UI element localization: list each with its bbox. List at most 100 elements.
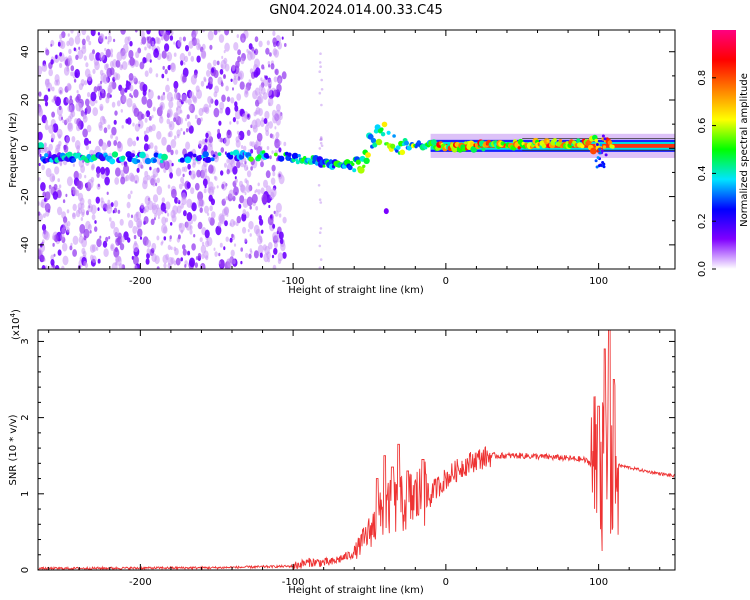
noise-blob	[173, 41, 176, 45]
noise-blob	[258, 84, 263, 92]
ridge-blob	[130, 153, 135, 158]
noise-blob	[146, 52, 152, 62]
noise-blob	[163, 262, 167, 269]
noise-blob	[193, 234, 196, 238]
ridge-blob	[120, 155, 126, 161]
noise-blob	[156, 185, 163, 196]
noise-blob	[226, 158, 230, 164]
noise-blob	[115, 60, 121, 68]
noise-blob	[74, 35, 81, 45]
noise-blob	[81, 211, 85, 217]
ridge-blob	[355, 159, 361, 165]
noise-blob	[206, 236, 213, 247]
noise-blob	[68, 98, 74, 107]
ridge-blob	[601, 134, 605, 138]
noise-blob	[55, 54, 58, 60]
noise-blob	[275, 117, 281, 126]
noise-blob	[52, 235, 55, 240]
noise-blob	[278, 231, 284, 240]
noise-blob	[229, 121, 232, 125]
noise-blob	[260, 119, 265, 128]
noise-blob	[78, 46, 81, 50]
noise-blob	[190, 219, 193, 224]
noise-blob	[219, 107, 223, 114]
ridge-blob	[395, 149, 399, 153]
noise-blob	[216, 132, 222, 140]
noise-blob	[174, 135, 177, 140]
noise-blob	[276, 83, 282, 93]
noise-blob	[113, 140, 118, 146]
noise-blob	[238, 134, 241, 139]
noise-blob	[271, 254, 275, 259]
noise-blob	[139, 161, 143, 167]
ridge-blob	[291, 152, 299, 160]
ridge-blob	[179, 157, 186, 163]
noise-blob	[169, 123, 172, 128]
noise-blob	[67, 122, 74, 132]
noise-blob	[255, 206, 259, 211]
noise-blob	[213, 175, 217, 180]
noise-blob	[207, 62, 212, 70]
noise-blob	[187, 250, 191, 256]
noise-blob	[120, 87, 125, 96]
noise-blob	[65, 193, 68, 198]
noise-blob	[274, 68, 279, 76]
noise-blob	[70, 71, 74, 77]
noise-blob	[115, 73, 121, 81]
noise-blob	[224, 30, 230, 36]
noise-blob	[113, 200, 119, 208]
x-tick-label: -100	[282, 577, 305, 588]
x-tick-label: 100	[589, 577, 608, 588]
noise-blob	[177, 40, 182, 48]
noise-blob	[196, 169, 202, 178]
noise-blob	[95, 196, 101, 204]
noise-blob	[194, 114, 198, 120]
noise-blob	[74, 68, 80, 79]
noise-blob	[233, 186, 239, 196]
noise-blob	[265, 47, 270, 55]
noise-blob	[261, 117, 265, 122]
noise-blob	[109, 67, 115, 76]
noise-blob	[78, 207, 82, 214]
noise-blob	[161, 216, 167, 225]
noise-blob	[266, 251, 271, 259]
ridge-blob	[230, 151, 234, 155]
noise-blob	[133, 264, 138, 269]
noise-blob	[74, 140, 81, 150]
noise-blob	[55, 144, 61, 153]
noise-blob	[152, 194, 159, 203]
noise-blob	[271, 150, 274, 155]
noise-blob	[160, 35, 164, 41]
noise-blob	[273, 76, 278, 83]
colorbar-tick-label: 0.4	[697, 165, 708, 181]
noise-blob	[147, 89, 154, 100]
noise-blob	[85, 98, 90, 107]
ridge-blob	[558, 139, 563, 143]
noise-blob	[172, 205, 179, 215]
noise-blob	[246, 129, 251, 136]
ridge-blob	[161, 153, 168, 161]
colorbar-tick-label: 0.8	[697, 70, 708, 86]
noise-blob	[256, 132, 263, 142]
noise-blob	[167, 244, 172, 251]
ridge-blob	[481, 147, 486, 152]
noise-blob	[246, 196, 253, 207]
noise-blob	[54, 265, 60, 269]
noise-blob	[171, 214, 177, 223]
noise-blob	[43, 94, 49, 103]
noise-blob	[190, 187, 195, 195]
ridge-blob	[599, 143, 603, 147]
ridge-blob	[590, 147, 597, 155]
noise-blob	[152, 106, 156, 112]
noise-blob	[178, 222, 185, 233]
noise-blob	[197, 252, 202, 259]
noise-blob	[113, 38, 116, 43]
spectrogram-frame	[37, 29, 676, 270]
noise-blob	[263, 179, 268, 188]
noise-blob	[148, 125, 152, 131]
noise-blob	[225, 196, 229, 201]
noise-blob	[53, 183, 58, 191]
colorbar-gradient	[712, 30, 736, 269]
noise-blob	[275, 202, 282, 213]
ridge-blob	[517, 146, 521, 150]
